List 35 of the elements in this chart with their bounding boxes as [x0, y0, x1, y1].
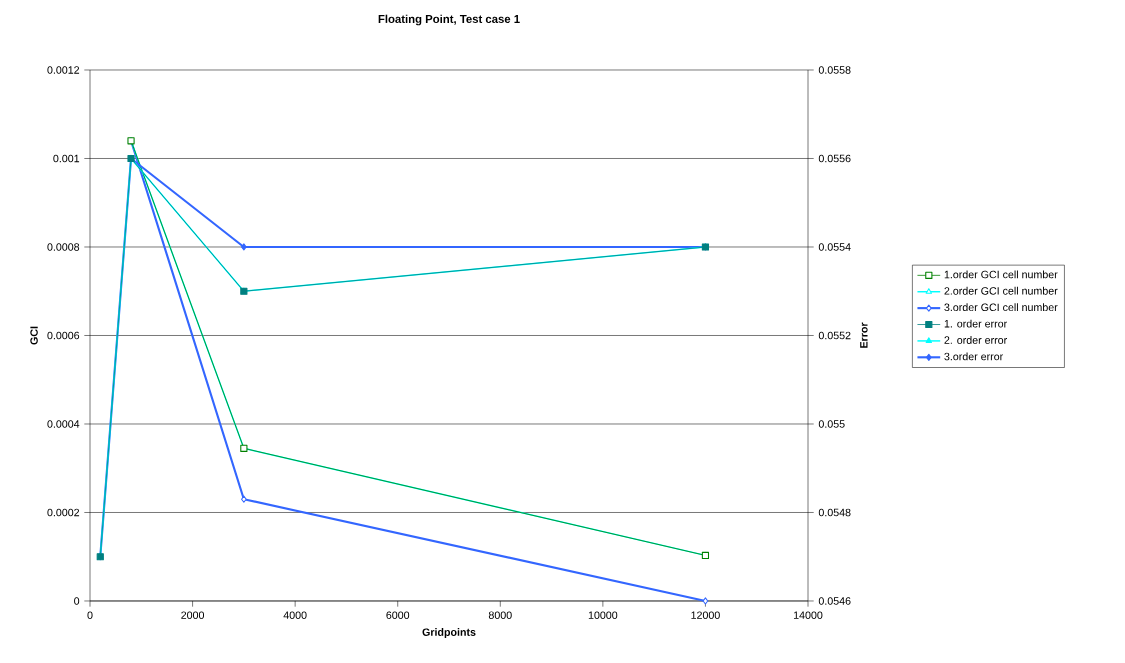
x-tick-label: 14000 [793, 611, 823, 619]
point [241, 495, 247, 503]
legend-label: 1. order error [944, 319, 1007, 328]
y-tick-label: 0.0002 [47, 508, 80, 517]
legend-label: 3.order error [944, 352, 1004, 361]
y2-tick-label: 0.055 [818, 420, 845, 428]
y2-tick-label: 0.0554 [818, 243, 851, 251]
x-axis-title: Gridpoints [422, 628, 476, 639]
y2-tick-label: 0.0548 [818, 508, 851, 517]
y2-tick-label: 0.0556 [818, 154, 851, 163]
y-tick-label: 0.001 [53, 154, 80, 163]
x-tick-label: 12000 [691, 611, 720, 619]
x-tick-label: 6000 [386, 611, 410, 619]
x-tick-label: 4000 [283, 611, 307, 619]
point [702, 597, 709, 605]
chart-title: Floating Point, Test case 1 [378, 14, 520, 26]
y-tick-label: 0 [74, 597, 80, 605]
y-tick-label: 0.0006 [47, 331, 80, 340]
y2-axis-title: Error [860, 322, 868, 348]
legend-label: 2.order GCI cell number [944, 286, 1058, 295]
y-axis-title: GCI [30, 326, 38, 345]
legend-label: 2. order error [944, 336, 1007, 344]
y2-tick-label: 0.0552 [818, 331, 851, 340]
point [241, 243, 247, 251]
x-tick-label: 2000 [181, 611, 205, 619]
x-tick-label: 10000 [588, 611, 618, 619]
y-tick-label: 0.0008 [47, 243, 80, 251]
y-tick-label: 0.0004 [47, 420, 80, 428]
x-tick-label: 0 [87, 611, 93, 619]
legend-label: 1.order GCI cell number [944, 270, 1058, 279]
y2-tick-label: 0.0546 [818, 597, 851, 605]
y2-tick-label: 0.0558 [818, 66, 851, 74]
legend-label: 3.order GCI cell number [944, 303, 1058, 312]
y-tick-label: 0.0012 [47, 66, 80, 74]
x-tick-label: 8000 [488, 611, 512, 619]
